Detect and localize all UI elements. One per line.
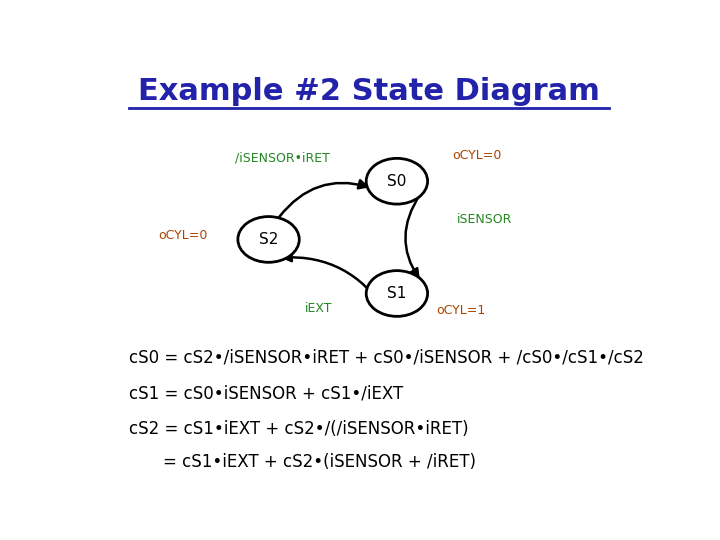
Text: S2: S2 <box>259 232 278 247</box>
Text: iSENSOR: iSENSOR <box>457 213 513 226</box>
Text: cS2 = cS1•iEXT + cS2•/(/iSENSOR•iRET): cS2 = cS1•iEXT + cS2•/(/iSENSOR•iRET) <box>129 420 469 437</box>
Text: S0: S0 <box>387 174 407 188</box>
Circle shape <box>238 217 300 262</box>
Text: oCYL=1: oCYL=1 <box>436 305 485 318</box>
Text: oCYL=0: oCYL=0 <box>158 229 207 242</box>
Text: cS0 = cS2•/iSENSOR•iRET + cS0•/iSENSOR + /cS0•/cS1•/cS2: cS0 = cS2•/iSENSOR•iRET + cS0•/iSENSOR +… <box>129 349 644 367</box>
Text: S1: S1 <box>387 286 407 301</box>
Text: Example #2 State Diagram: Example #2 State Diagram <box>138 77 600 106</box>
Circle shape <box>366 158 428 204</box>
Text: = cS1•iEXT + cS2•(iSENSOR + /iRET): = cS1•iEXT + cS2•(iSENSOR + /iRET) <box>163 453 475 471</box>
Text: iEXT: iEXT <box>305 301 333 314</box>
Text: cS1 = cS0•iSENSOR + cS1•/iEXT: cS1 = cS0•iSENSOR + cS1•/iEXT <box>129 384 403 402</box>
Circle shape <box>366 271 428 316</box>
Text: oCYL=0: oCYL=0 <box>453 148 502 161</box>
Text: /iSENSOR•iRET: /iSENSOR•iRET <box>235 152 330 165</box>
